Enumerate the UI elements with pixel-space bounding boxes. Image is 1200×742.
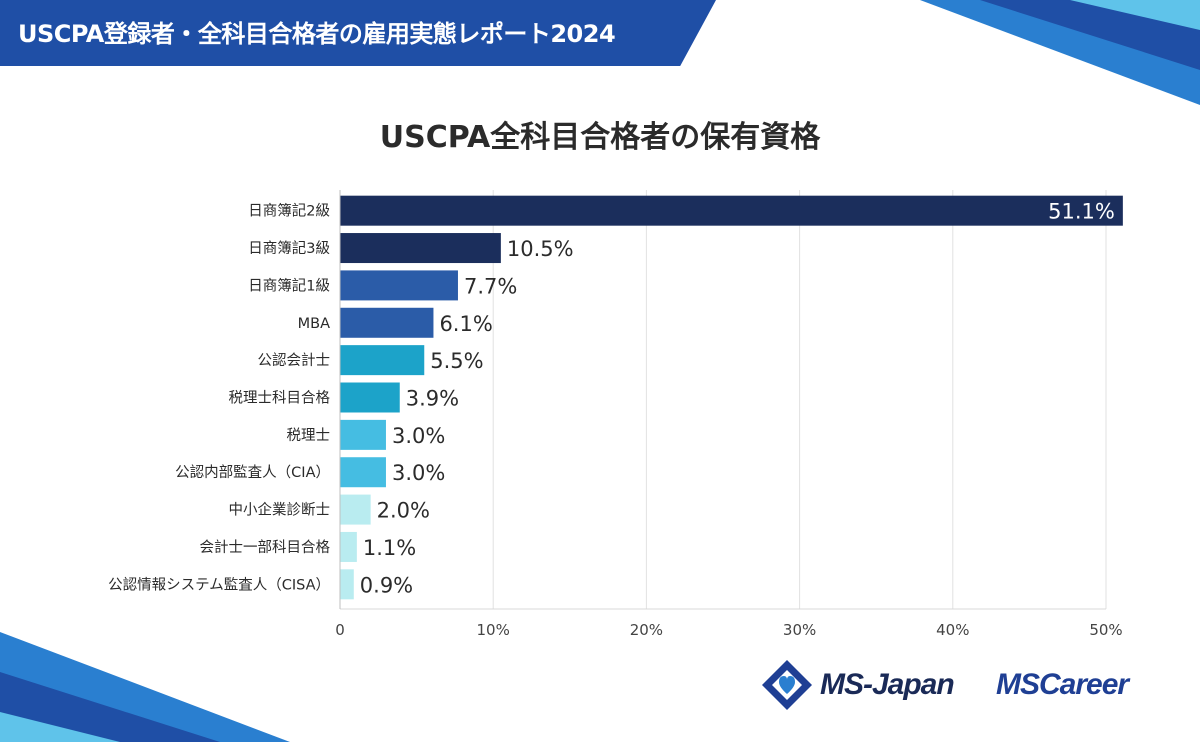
value-label: 51.1% [1048,200,1115,224]
category-label: 日商簿記1級 [248,277,330,294]
value-label: 3.9% [406,387,459,411]
x-tick-label: 20% [630,621,663,639]
value-label: 7.7% [464,274,517,298]
category-label: 日商簿記3級 [248,240,330,257]
x-tick-label: 10% [477,621,510,639]
x-tick-label: 30% [783,621,816,639]
value-label: 5.5% [430,349,483,373]
chart-title: USCPA全科目合格者の保有資格 [379,120,821,155]
category-label: 公認情報システム監査人（CISA） [108,576,330,593]
value-label: 2.0% [377,499,430,523]
category-label: 会計士一部科目合格 [200,539,331,556]
x-tick-label: 0 [335,621,345,639]
bar [340,307,434,338]
bar [340,569,354,600]
banner-title: USCPA登録者・全科目合格者の雇用実態レポート2024 [18,20,616,48]
bar [340,233,501,264]
header-banner [0,0,716,66]
ms-japan-logo-icon [762,660,812,710]
bar [340,494,371,525]
logos: MS-Japan MSCareer [760,658,1180,722]
value-label: 6.1% [439,312,492,336]
value-label: 10.5% [507,237,574,261]
bottom-left-decoration [0,632,290,742]
ms-career-logo: MSCareer [996,668,1129,701]
x-tick-label: 40% [936,621,969,639]
category-label: 公認内部監査人（CIA） [175,464,330,481]
category-label: 公認会計士 [258,352,331,369]
ms-japan-logo: MS-Japan [820,668,955,701]
bar [340,345,425,376]
value-label: 0.9% [360,573,413,597]
category-label: 中小企業診断士 [229,501,331,519]
value-label: 3.0% [392,461,445,485]
top-right-decoration [920,0,1200,110]
category-label: 日商簿記2級 [248,203,330,220]
value-label: 1.1% [363,536,416,560]
bar [340,457,386,488]
x-tick-label: 50% [1089,621,1122,639]
category-label: 税理士科目合格 [229,390,331,407]
category-label: MBA [298,316,330,332]
bar [340,419,386,450]
value-label: 3.0% [392,424,445,448]
bar [340,531,357,562]
bar [340,382,400,413]
bar [340,270,458,301]
category-label: 税理士 [287,427,331,444]
bar [340,195,1123,226]
